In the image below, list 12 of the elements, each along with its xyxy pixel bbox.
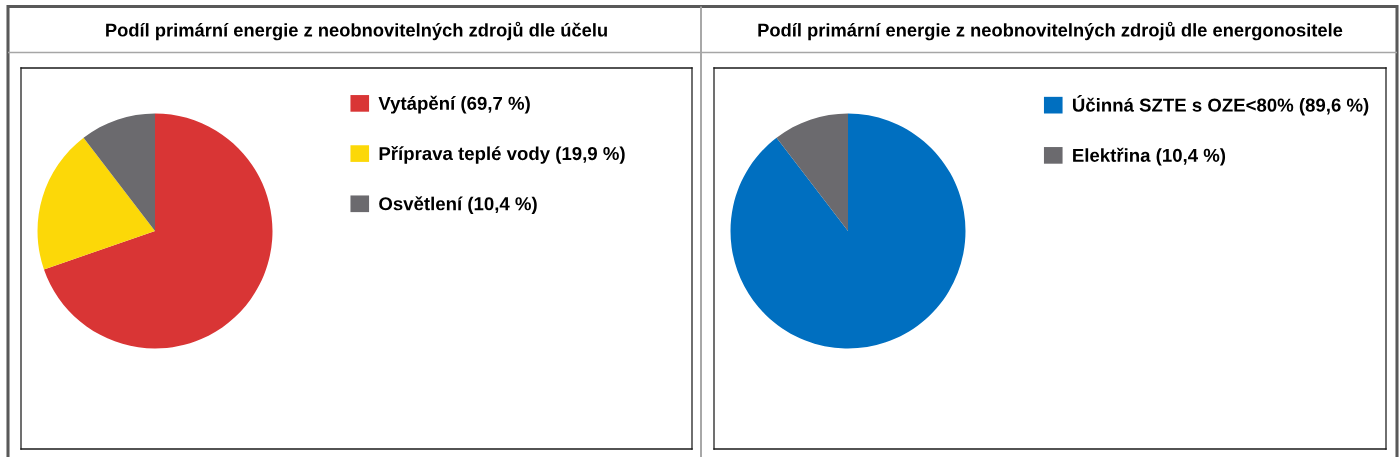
legend-label: Elektřina (10,4 %) [1073,147,1226,166]
pie-slice [730,113,966,349]
legend-label: Vytápění (69,7 %) [378,95,530,114]
pie-slice [776,113,848,231]
pie-slice [43,113,273,349]
pie-slice [37,137,155,270]
chart-title: Podíl primární energie z neobnovitelných zdrojů dle energonositele [758,21,1343,41]
legend-label: Osvětlení (10,4 %) [379,196,537,215]
legend-label: Příprava teplé vody (19,9 %) [379,146,625,164]
pie-slice [83,113,155,231]
legend-label: Účinná SZTE s OZE<80% (89,6 %) [1072,95,1369,116]
chart-title: Podíl primární energie z neobnovitelných zdrojů dle účelu [106,21,607,41]
